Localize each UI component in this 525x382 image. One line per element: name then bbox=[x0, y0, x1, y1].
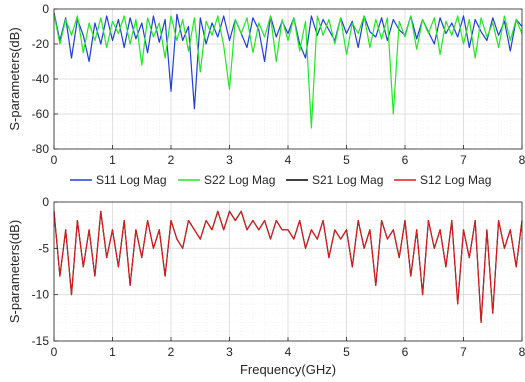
x-tick-label: 6 bbox=[402, 153, 409, 167]
x-tick-label: 0 bbox=[51, 153, 58, 167]
x-tick-label: 6 bbox=[402, 345, 409, 359]
x-tick-label: 4 bbox=[285, 153, 292, 167]
y-tick-label: -80 bbox=[32, 142, 50, 156]
x-tick-label: 5 bbox=[343, 153, 350, 167]
x-tick-label: 4 bbox=[285, 345, 292, 359]
legend-label: S12 Log Mag bbox=[420, 173, 491, 187]
y-axis-label: S-parameters(dB) bbox=[7, 220, 22, 323]
y-tick-label: -60 bbox=[32, 107, 50, 121]
x-tick-label: 3 bbox=[226, 345, 233, 359]
y-tick-label: -5 bbox=[38, 241, 49, 255]
legend-label: S22 Log Mag bbox=[204, 173, 275, 187]
x-tick-label: 5 bbox=[343, 345, 350, 359]
y-tick-label: -15 bbox=[32, 334, 50, 348]
y-tick-label: 0 bbox=[42, 195, 49, 209]
y-tick-label: 0 bbox=[42, 2, 49, 16]
top-plot: 0 1 2 3 4 5 6 7 8 0 -20 -40 -60 -80 S-parameters(dB) bbox=[7, 2, 525, 167]
x-tick-label: 8 bbox=[519, 345, 525, 359]
series-line-s12-log-mag bbox=[53, 210, 523, 324]
x-tick-label: 7 bbox=[460, 153, 467, 167]
x-tick-label: 8 bbox=[519, 153, 525, 167]
x-tick-label: 2 bbox=[168, 153, 175, 167]
x-tick-label: 3 bbox=[226, 153, 233, 167]
x-axis-label: Frequency(GHz) bbox=[240, 362, 336, 377]
series-line-s22-log-mag bbox=[53, 14, 523, 129]
x-tick-label: 2 bbox=[168, 345, 175, 359]
x-tick-label: 1 bbox=[109, 345, 116, 359]
x-tick-label: 1 bbox=[109, 153, 116, 167]
x-tick-label: 7 bbox=[460, 345, 467, 359]
legend-label: S21 Log Mag bbox=[312, 173, 383, 187]
y-axis-label: S-parameters(dB) bbox=[7, 27, 22, 130]
y-tick-label: -40 bbox=[32, 72, 50, 86]
series-line-s11-log-mag bbox=[53, 12, 523, 110]
y-tick-label: -20 bbox=[32, 37, 50, 51]
y-tick-label: -10 bbox=[32, 288, 50, 302]
bottom-plot: 0 1 2 3 4 5 6 7 8 0 -5 -10 -15 S-parameters(dB) Freque… bbox=[7, 195, 525, 377]
legend: S11 Log Mag S22 Log Mag S21 Log Mag S12 Log… bbox=[70, 173, 491, 187]
legend-label: S11 Log Mag bbox=[96, 173, 167, 187]
x-tick-label: 0 bbox=[51, 345, 58, 359]
